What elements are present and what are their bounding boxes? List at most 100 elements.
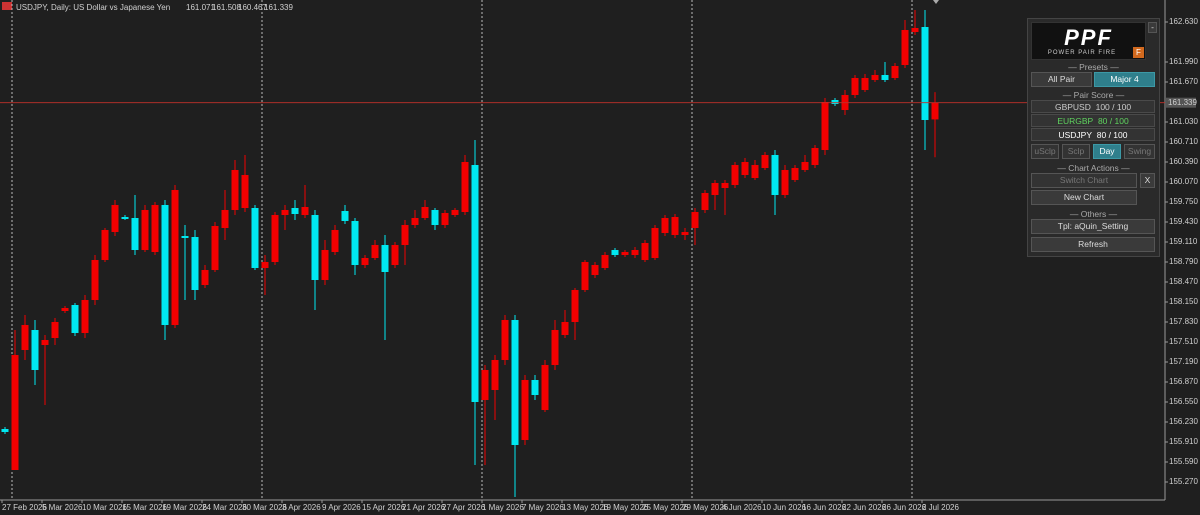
candle-body (221, 210, 229, 228)
x-tick-label: 15 Mar 2026 (122, 503, 167, 512)
price-tag-label: 161.339 (1168, 98, 1197, 107)
y-tick-label: 161.990 (1169, 57, 1198, 66)
candle-body (191, 237, 199, 290)
x-tick-label: 1 May 2026 (482, 503, 524, 512)
ohlc-open: 161.071 (186, 3, 215, 12)
y-tick-label: 161.670 (1169, 77, 1198, 86)
ohlc-high: 161.508 (212, 3, 241, 12)
x-tick-label: 26 Jun 2026 (882, 503, 927, 512)
candle-body (441, 213, 449, 225)
candle-body (591, 265, 599, 275)
mode-button[interactable]: Day (1093, 144, 1121, 159)
y-tick-label: 161.030 (1169, 117, 1198, 126)
candle-body (411, 218, 419, 225)
template-button[interactable]: Tpl: aQuin_Setting (1031, 219, 1155, 234)
candle-body (131, 218, 139, 250)
candle-body (291, 208, 299, 214)
candle-body (321, 250, 329, 280)
candle-body (781, 170, 789, 195)
x-tick-label: 13 May 2026 (562, 503, 609, 512)
pair: EURGBP (1057, 116, 1094, 126)
x-tick-label: 2 Jul 2026 (922, 503, 959, 512)
x-tick-label: 10 Mar 2026 (82, 503, 127, 512)
y-tick-label: 159.750 (1169, 197, 1198, 206)
minimize-button[interactable]: - (1148, 22, 1157, 33)
candle-body (121, 217, 129, 219)
pair: USDJPY (1058, 130, 1093, 140)
y-tick-label: 155.910 (1169, 437, 1198, 446)
candle-body (431, 210, 439, 225)
candle-body (851, 78, 859, 95)
candle-body (381, 245, 389, 272)
candle-body (501, 320, 509, 360)
candle-body (721, 183, 729, 188)
x-tick-label: 4 Jun 2026 (722, 503, 762, 512)
x-tick-label: 21 Apr 2026 (402, 503, 446, 512)
ohlc-low: 160.467 (238, 3, 267, 12)
score: 80 / 100 (1096, 130, 1128, 140)
mode-button[interactable]: uSclp (1031, 144, 1059, 159)
candle-body (691, 212, 699, 228)
preset-button[interactable]: All Pair (1031, 72, 1092, 87)
candle-body (91, 260, 99, 300)
candle-body (911, 28, 919, 32)
ppf-panel: PPF POWER PAIR FIRE F - Presets All Pair… (1027, 18, 1160, 257)
candle-body (301, 207, 309, 215)
new-chart-button[interactable]: New Chart (1031, 190, 1137, 205)
candle-body (421, 207, 429, 218)
candle-body (151, 205, 159, 252)
candle-body (81, 300, 89, 333)
candle-body (511, 320, 519, 445)
candle-body (711, 183, 719, 195)
candle-body (701, 193, 709, 210)
candle-body (281, 210, 289, 215)
chart-title: USDJPY, Daily: US Dollar vs Japanese Yen (16, 3, 170, 12)
candle-body (651, 228, 659, 258)
mode-button[interactable]: Swing (1124, 144, 1155, 159)
x-tick-label: 25 May 2026 (642, 503, 689, 512)
badge: F (1133, 47, 1144, 58)
candle-body (481, 370, 489, 400)
x-tick-label: 15 Apr 2026 (362, 503, 406, 512)
candle-body (371, 245, 379, 258)
candle-body (931, 102, 939, 120)
preset-button[interactable]: Major 4 (1094, 72, 1155, 87)
pair: GBPUSD (1054, 102, 1091, 112)
y-tick-label: 157.190 (1169, 357, 1198, 366)
x-tick-label: 19 May 2026 (602, 503, 649, 512)
mode-button[interactable]: Sclp (1062, 144, 1090, 159)
candle-body (611, 250, 619, 255)
candle-body (61, 308, 69, 311)
candle-body (921, 27, 929, 120)
score-row: GBPUSD 100 / 100 (1031, 100, 1155, 113)
candle-body (241, 175, 249, 208)
candle-body (801, 162, 809, 170)
y-tick-label: 157.510 (1169, 337, 1198, 346)
y-tick-label: 155.270 (1169, 477, 1198, 486)
candle-body (271, 215, 279, 262)
candle-body (551, 330, 559, 365)
refresh-button[interactable]: Refresh (1031, 237, 1155, 252)
candle-body (641, 243, 649, 260)
candle-body (601, 255, 609, 268)
candle-body (211, 226, 219, 270)
close-button[interactable]: X (1140, 173, 1155, 188)
candle-body (141, 210, 149, 250)
candle-body (831, 100, 839, 104)
candle-body (231, 170, 239, 210)
candle-body (251, 208, 259, 268)
x-tick-label: 5 Mar 2026 (42, 503, 83, 512)
candle-body (661, 218, 669, 233)
candle-body (101, 230, 109, 260)
candle-body (901, 30, 909, 65)
switch-chart-button[interactable]: Switch Chart (1031, 173, 1137, 188)
candle-body (461, 162, 469, 212)
candle-body (871, 75, 879, 80)
candle-body (171, 190, 179, 325)
candle-body (51, 322, 59, 338)
x-tick-label: 24 Mar 2026 (202, 503, 247, 512)
candle-body (821, 102, 829, 150)
candle-body (891, 66, 899, 78)
y-tick-label: 158.150 (1169, 297, 1198, 306)
candle-body (201, 270, 209, 285)
